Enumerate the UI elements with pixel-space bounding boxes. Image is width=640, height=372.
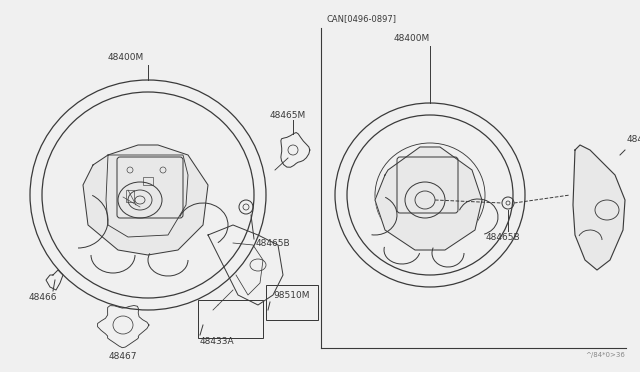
Text: 48466: 48466: [29, 293, 57, 302]
Polygon shape: [573, 145, 625, 270]
Polygon shape: [83, 145, 208, 255]
Bar: [143, 177, 153, 185]
Bar: [198, 300, 263, 338]
Text: ^/84*0>36: ^/84*0>36: [585, 352, 625, 358]
Text: 48421M: 48421M: [627, 135, 640, 144]
Text: 48400M: 48400M: [394, 34, 430, 43]
Bar: [266, 285, 318, 320]
Text: 48465B: 48465B: [486, 233, 520, 242]
Text: 48433A: 48433A: [200, 337, 235, 346]
Text: 48400M: 48400M: [108, 53, 144, 62]
Text: 98510M: 98510M: [273, 291, 310, 299]
Text: CAN[0496-0897]: CAN[0496-0897]: [326, 14, 396, 23]
Bar: [126, 190, 134, 202]
Text: 48465M: 48465M: [270, 111, 306, 120]
Text: 48467: 48467: [109, 352, 137, 361]
Text: 48465B: 48465B: [256, 239, 291, 248]
Polygon shape: [375, 147, 482, 250]
